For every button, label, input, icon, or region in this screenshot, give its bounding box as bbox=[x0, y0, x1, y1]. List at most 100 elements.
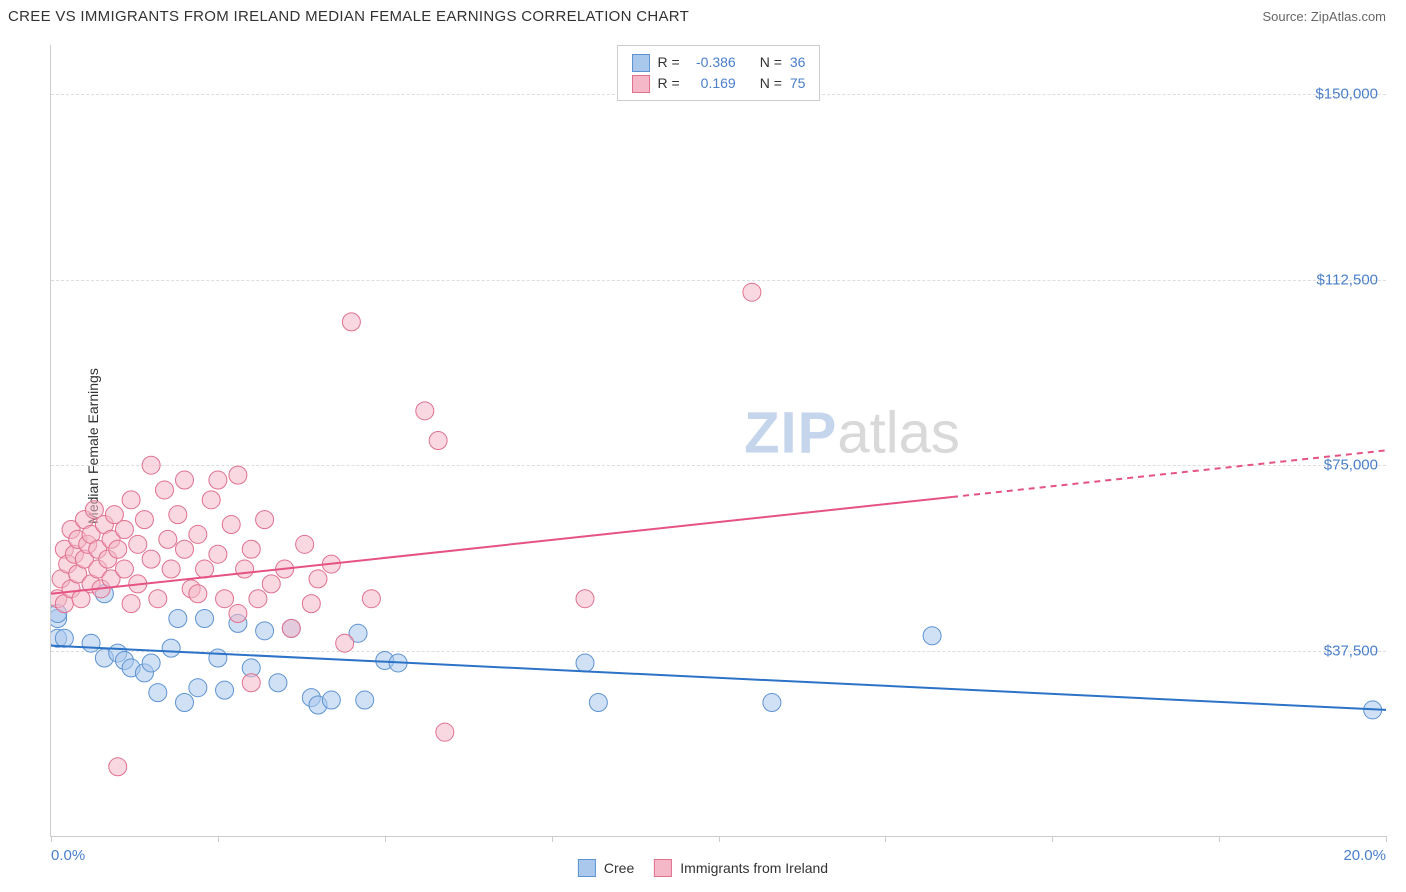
data-point bbox=[336, 634, 354, 652]
data-point bbox=[282, 619, 300, 637]
x-tick bbox=[552, 836, 553, 842]
data-point bbox=[202, 491, 220, 509]
legend-swatch-cree bbox=[632, 54, 650, 72]
data-point bbox=[236, 560, 254, 578]
data-point bbox=[176, 471, 194, 489]
legend-n-value: 36 bbox=[790, 52, 806, 73]
x-tick-label: 0.0% bbox=[51, 847, 85, 864]
legend-n-label: N = bbox=[760, 52, 782, 73]
chart-header: CREE VS IMMIGRANTS FROM IRELAND MEDIAN F… bbox=[0, 0, 1406, 33]
data-point bbox=[55, 629, 73, 647]
data-point bbox=[256, 622, 274, 640]
x-tick bbox=[1219, 836, 1220, 842]
data-point bbox=[923, 627, 941, 645]
data-point bbox=[189, 585, 207, 603]
x-tick bbox=[1386, 836, 1387, 842]
chart-title: CREE VS IMMIGRANTS FROM IRELAND MEDIAN F… bbox=[8, 8, 689, 25]
data-point bbox=[142, 456, 160, 474]
data-point bbox=[302, 595, 320, 613]
data-point bbox=[155, 481, 173, 499]
x-tick bbox=[719, 836, 720, 842]
legend-r-label: R = bbox=[658, 52, 680, 73]
data-point bbox=[82, 634, 100, 652]
legend-n-label: N = bbox=[760, 73, 782, 94]
series-legend-item: Cree bbox=[578, 859, 634, 877]
data-point bbox=[589, 694, 607, 712]
data-point bbox=[162, 639, 180, 657]
data-point bbox=[109, 758, 127, 776]
data-point bbox=[242, 674, 260, 692]
legend-row: R = 0.169 N = 75 bbox=[632, 73, 806, 94]
data-point bbox=[142, 550, 160, 568]
series-label: Cree bbox=[604, 860, 634, 876]
legend-r-label: R = bbox=[658, 73, 680, 94]
data-point bbox=[122, 595, 140, 613]
data-point bbox=[109, 540, 127, 558]
data-point bbox=[249, 590, 267, 608]
series-legend-item: Immigrants from Ireland bbox=[654, 859, 828, 877]
legend-swatch-ireland bbox=[632, 75, 650, 93]
data-point bbox=[342, 313, 360, 331]
data-point bbox=[189, 679, 207, 697]
data-point bbox=[129, 535, 147, 553]
data-point bbox=[416, 402, 434, 420]
chart-source: Source: ZipAtlas.com bbox=[1262, 9, 1386, 24]
data-point bbox=[362, 590, 380, 608]
data-point bbox=[256, 511, 274, 529]
legend-r-value: -0.386 bbox=[688, 52, 736, 73]
legend-row: R = -0.386 N = 36 bbox=[632, 52, 806, 73]
data-point bbox=[262, 575, 280, 593]
series-label: Immigrants from Ireland bbox=[680, 860, 828, 876]
data-point bbox=[162, 560, 180, 578]
data-point bbox=[743, 283, 761, 301]
data-point bbox=[115, 560, 133, 578]
data-point bbox=[135, 511, 153, 529]
chart-plot-area: ZIPatlas R = -0.386 N = 36 R = 0.169 N =… bbox=[50, 45, 1386, 837]
legend-n-value: 75 bbox=[790, 73, 806, 94]
x-tick bbox=[385, 836, 386, 842]
data-point bbox=[763, 694, 781, 712]
data-point bbox=[209, 471, 227, 489]
data-point bbox=[296, 535, 314, 553]
trendline-dashed bbox=[952, 450, 1386, 497]
data-point bbox=[576, 590, 594, 608]
data-point bbox=[356, 691, 374, 709]
scatter-svg bbox=[51, 45, 1386, 836]
data-point bbox=[176, 694, 194, 712]
data-point bbox=[122, 491, 140, 509]
x-tick bbox=[218, 836, 219, 842]
legend-r-value: 0.169 bbox=[688, 73, 736, 94]
data-point bbox=[322, 691, 340, 709]
series-legend: Cree Immigrants from Ireland bbox=[578, 859, 828, 877]
x-tick bbox=[51, 836, 52, 842]
data-point bbox=[149, 590, 167, 608]
data-point bbox=[576, 654, 594, 672]
data-point bbox=[242, 540, 260, 558]
data-point bbox=[429, 432, 447, 450]
data-point bbox=[196, 560, 214, 578]
data-point bbox=[269, 674, 287, 692]
data-point bbox=[216, 590, 234, 608]
correlation-legend: R = -0.386 N = 36 R = 0.169 N = 75 bbox=[617, 45, 821, 101]
legend-swatch-ireland bbox=[654, 859, 672, 877]
data-point bbox=[176, 540, 194, 558]
data-point bbox=[142, 654, 160, 672]
data-point bbox=[209, 649, 227, 667]
data-point bbox=[189, 525, 207, 543]
data-point bbox=[216, 681, 234, 699]
data-point bbox=[229, 605, 247, 623]
data-point bbox=[169, 506, 187, 524]
x-tick-label: 20.0% bbox=[1343, 847, 1386, 864]
data-point bbox=[436, 723, 454, 741]
data-point bbox=[229, 466, 247, 484]
data-point bbox=[169, 609, 187, 627]
data-point bbox=[209, 545, 227, 563]
legend-swatch-cree bbox=[578, 859, 596, 877]
data-point bbox=[196, 609, 214, 627]
data-point bbox=[149, 684, 167, 702]
x-tick bbox=[885, 836, 886, 842]
data-point bbox=[309, 570, 327, 588]
data-point bbox=[222, 516, 240, 534]
data-point bbox=[115, 520, 133, 538]
x-tick bbox=[1052, 836, 1053, 842]
